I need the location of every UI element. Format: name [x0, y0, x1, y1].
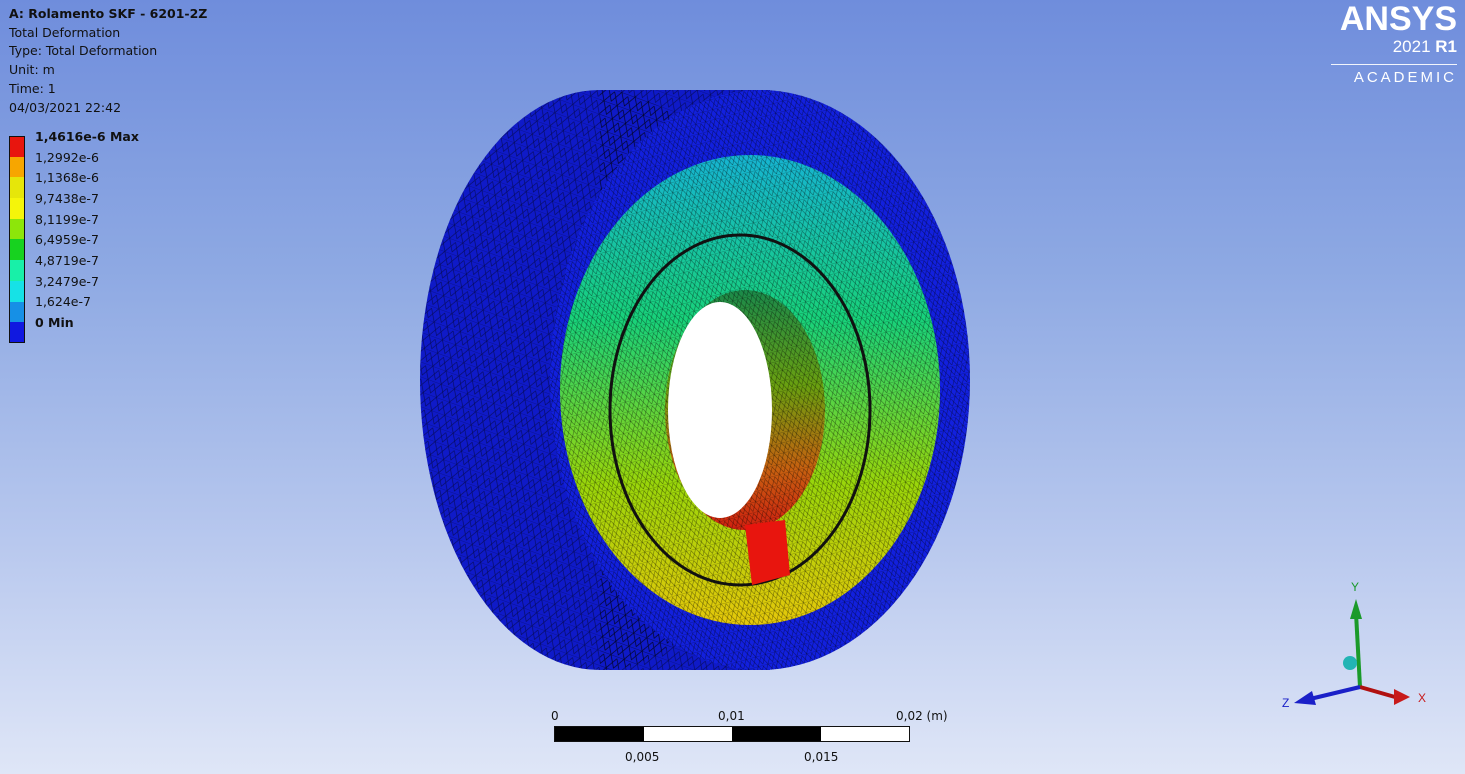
z-axis-arrow-icon	[1294, 691, 1316, 705]
scale-label-0005: 0,005	[625, 750, 659, 764]
y-axis-arrow-icon	[1350, 599, 1362, 619]
triad-origin-icon	[1343, 656, 1357, 670]
y-axis-line	[1356, 613, 1360, 687]
scale-label-001: 0,01	[718, 709, 745, 723]
scale-bar: 0 0,01 0,02 (m) 0,005 0,015	[550, 706, 970, 770]
scale-label-0015: 0,015	[804, 750, 838, 764]
x-axis-line	[1360, 687, 1395, 697]
bore-opening	[668, 302, 772, 518]
axis-triad[interactable]: Y X Z	[1270, 575, 1440, 715]
scale-bar-segments	[554, 726, 910, 742]
scale-segment	[644, 727, 733, 741]
scale-label-002: 0,02 (m)	[896, 709, 948, 723]
z-axis-line	[1310, 687, 1360, 699]
triad-y-label: Y	[1351, 580, 1359, 594]
scale-label-0: 0	[551, 709, 559, 723]
x-axis-arrow-icon	[1394, 689, 1410, 705]
scale-segment	[555, 727, 644, 741]
triad-x-label: X	[1418, 691, 1426, 705]
scale-segment	[821, 727, 910, 741]
max-deformation-region	[745, 520, 790, 585]
triad-z-label: Z	[1282, 696, 1289, 710]
scale-segment	[732, 727, 821, 741]
